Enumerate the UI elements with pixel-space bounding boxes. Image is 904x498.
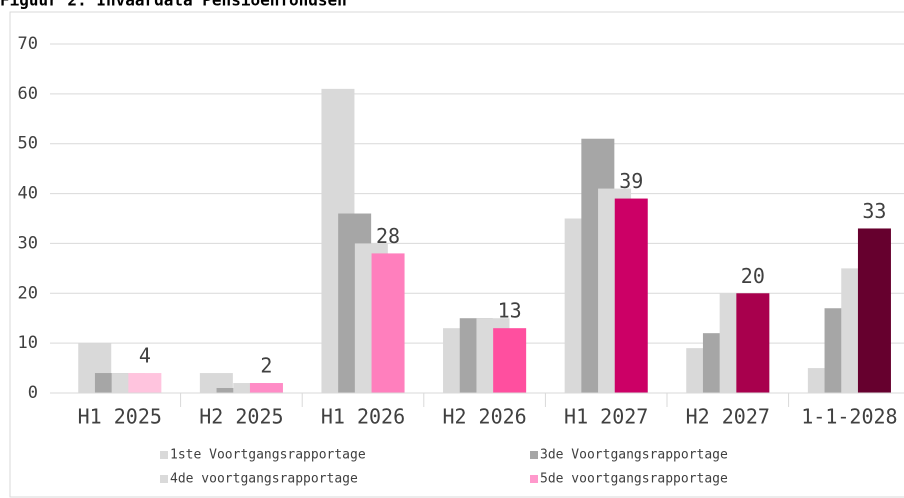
legend-swatch	[160, 451, 168, 459]
data-label: 4	[139, 344, 151, 368]
data-label: 39	[619, 169, 643, 193]
legend-label: 1ste Voortgangsrapportage	[170, 448, 366, 463]
y-tick-label: 70	[18, 34, 38, 54]
bar	[233, 383, 267, 393]
bar	[857, 228, 891, 393]
legend-label: 4de voortgangsrapportage	[170, 472, 358, 487]
x-tick-label: H2 2026	[442, 405, 526, 429]
y-tick-label: 40	[18, 184, 38, 204]
chart-title: Figuur 2: Invaardata Pensioenfondsen	[0, 0, 347, 10]
legend-swatch	[160, 475, 168, 483]
bar	[216, 388, 250, 393]
x-tick-label: 1-1-2028	[801, 405, 897, 429]
data-label: 28	[376, 224, 400, 248]
legend-label: 5de voortgangsrapportage	[540, 472, 728, 487]
x-tick-label: H1 2027	[564, 405, 648, 429]
x-tick-label: H1 2026	[321, 405, 405, 429]
legend-swatch	[530, 451, 538, 459]
data-label: 20	[741, 264, 765, 288]
x-tick-label: H1 2025	[78, 405, 162, 429]
chart-border	[9, 11, 904, 498]
bar	[371, 253, 405, 393]
legend-label: 3de Voortgangsrapportage	[540, 448, 728, 463]
y-tick-label: 20	[18, 283, 38, 303]
bar	[614, 198, 648, 393]
bar	[493, 328, 527, 393]
y-tick-label: 50	[18, 134, 38, 154]
x-tick-label: H2 2027	[686, 405, 770, 429]
data-label: 33	[862, 199, 886, 223]
bar	[128, 373, 162, 393]
y-tick-label: 60	[18, 84, 38, 104]
bar	[249, 383, 283, 393]
legend-swatch	[530, 475, 538, 483]
y-tick-label: 10	[18, 333, 38, 353]
bar	[736, 293, 770, 393]
y-tick-label: 30	[18, 233, 38, 253]
data-label: 2	[260, 354, 272, 378]
data-label: 13	[498, 299, 522, 323]
x-tick-label: H2 2025	[199, 405, 283, 429]
y-tick-label: 0	[28, 383, 38, 403]
